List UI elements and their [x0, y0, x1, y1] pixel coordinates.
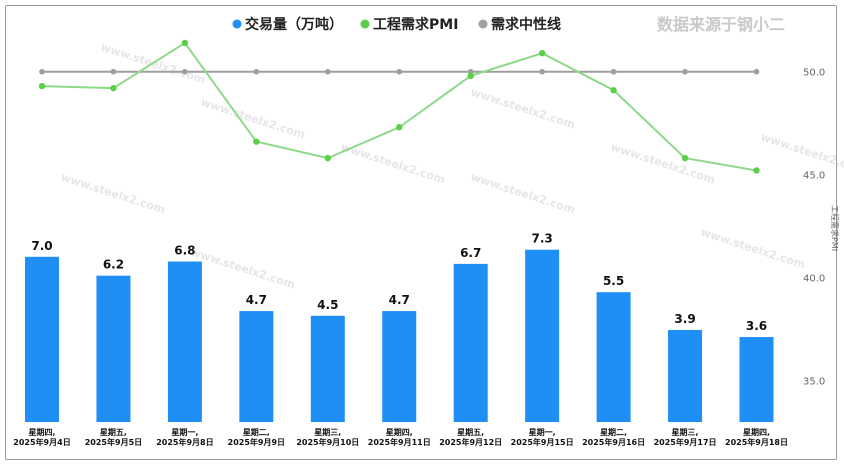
bar[interactable]: [668, 329, 703, 422]
right-axis-tick: 45.0: [803, 171, 825, 182]
category-label-date: 2025年9月4日: [13, 437, 70, 447]
watermark: www.steelx2.com: [699, 225, 807, 271]
bar[interactable]: [525, 249, 560, 422]
bar-series: [25, 249, 774, 422]
bar[interactable]: [596, 292, 631, 422]
source-note: 数据来源于钢小二: [657, 15, 785, 34]
bar-value-label: 7.0: [31, 239, 52, 253]
category-label-date: 2025年9月18日: [725, 437, 788, 447]
bar-value-label: 7.3: [532, 232, 553, 246]
bar-value-label: 6.2: [103, 258, 124, 272]
pmi-point[interactable]: [38, 82, 46, 90]
neutral-point[interactable]: [539, 68, 545, 75]
right-axis-tick: 40.0: [803, 273, 825, 284]
legend-marker-pmi: [360, 19, 370, 29]
right-axis-title: 工程需求PMI: [830, 205, 840, 251]
watermark: www.steelx2.com: [469, 85, 577, 131]
category-label-weekday: 星期一,: [171, 427, 198, 437]
category-label-weekday: 星期四,: [386, 427, 413, 437]
category-label-weekday: 星期二,: [600, 427, 627, 437]
category-label-date: 2025年9月9日: [228, 437, 285, 447]
neutral-point[interactable]: [253, 68, 260, 75]
category-label-weekday: 星期五,: [100, 427, 127, 437]
pmi-point[interactable]: [110, 84, 117, 92]
neutral-point[interactable]: [682, 68, 688, 75]
category-label-date: 2025年9月11日: [368, 437, 431, 447]
category-label-date: 2025年9月15日: [511, 437, 574, 447]
legend-label-pmi[interactable]: 工程需求PMI: [373, 16, 458, 33]
bar-value-label: 4.7: [246, 293, 267, 307]
pmi-point[interactable]: [253, 138, 260, 145]
bar[interactable]: [382, 311, 417, 422]
bar-value-label: 3.9: [674, 312, 695, 326]
pmi-line-series: [38, 39, 760, 174]
watermark: www.steelx2.com: [469, 170, 577, 216]
category-labels: 星期四,2025年9月4日星期五,2025年9月5日星期一,2025年9月8日星…: [13, 427, 788, 447]
category-label-weekday: 星期一,: [529, 427, 556, 437]
bar[interactable]: [310, 315, 345, 422]
pmi-point[interactable]: [324, 154, 331, 162]
pmi-point[interactable]: [753, 167, 760, 174]
watermark: www.steelx2.com: [759, 130, 844, 176]
category-label-weekday: 星期四,: [743, 427, 770, 437]
neutral-point[interactable]: [325, 68, 331, 75]
bar[interactable]: [167, 261, 202, 422]
bar-value-label: 5.5: [603, 274, 624, 288]
watermark: www.steelx2.com: [609, 140, 717, 186]
category-label-weekday: 星期二,: [243, 427, 270, 437]
watermark: www.steelx2.com: [189, 245, 297, 291]
bar[interactable]: [453, 263, 488, 422]
bar-value-label: 6.7: [460, 246, 481, 260]
category-label-weekday: 星期三,: [314, 427, 341, 437]
legend-marker-volume: [232, 19, 242, 29]
pmi-point[interactable]: [681, 154, 689, 162]
bar[interactable]: [25, 256, 59, 422]
neutral-point[interactable]: [39, 68, 45, 75]
category-label-weekday: 星期五,: [457, 427, 484, 437]
right-axis-tick: 50.0: [803, 68, 825, 79]
category-label-date: 2025年9月8日: [156, 437, 213, 447]
neutral-line-series: [39, 68, 760, 75]
bar[interactable]: [739, 337, 774, 422]
bar-value-label: 6.8: [174, 244, 195, 258]
bar-value-label: 4.7: [389, 293, 410, 307]
pmi-point[interactable]: [538, 50, 546, 57]
category-label-weekday: 星期三,: [672, 427, 699, 437]
pmi-point[interactable]: [467, 72, 474, 80]
bar[interactable]: [96, 275, 131, 422]
legend: 交易量（万吨） 工程需求PMI 需求中性线: [232, 16, 561, 33]
pmi-point[interactable]: [181, 39, 189, 47]
legend-label-neutral[interactable]: 需求中性线: [491, 16, 561, 33]
bar-value-label: 4.5: [317, 298, 338, 312]
category-label-weekday: 星期四,: [28, 427, 55, 437]
neutral-point[interactable]: [110, 68, 117, 75]
bar-value-labels: 7.0 6.2 6.8 4.7 4.5 4.7 6.7 7.3 5.5 3.9 3.6: [31, 232, 767, 333]
neutral-point[interactable]: [182, 68, 188, 75]
legend-label-volume[interactable]: 交易量（万吨）: [245, 16, 343, 33]
bar-value-label: 3.6: [746, 319, 767, 333]
neutral-point[interactable]: [396, 68, 403, 75]
right-axis-tick: 35.0: [803, 376, 825, 387]
pmi-point[interactable]: [396, 124, 403, 131]
category-label-date: 2025年9月10日: [296, 437, 359, 447]
watermark: www.steelx2.com: [59, 170, 167, 216]
neutral-point[interactable]: [610, 68, 617, 75]
bar[interactable]: [239, 311, 274, 422]
category-label-date: 2025年9月5日: [85, 437, 142, 447]
watermark: www.steelx2.com: [199, 95, 307, 141]
neutral-point[interactable]: [753, 68, 760, 75]
legend-marker-neutral: [478, 19, 488, 29]
category-label-date: 2025年9月16日: [582, 437, 645, 447]
category-label-date: 2025年9月12日: [439, 437, 502, 447]
pmi-point[interactable]: [610, 87, 617, 94]
right-axis-ticks: 50.0 45.0 40.0 35.0: [803, 68, 825, 388]
watermark: www.steelx2.com: [339, 140, 447, 186]
category-label-date: 2025年9月17日: [654, 437, 717, 447]
